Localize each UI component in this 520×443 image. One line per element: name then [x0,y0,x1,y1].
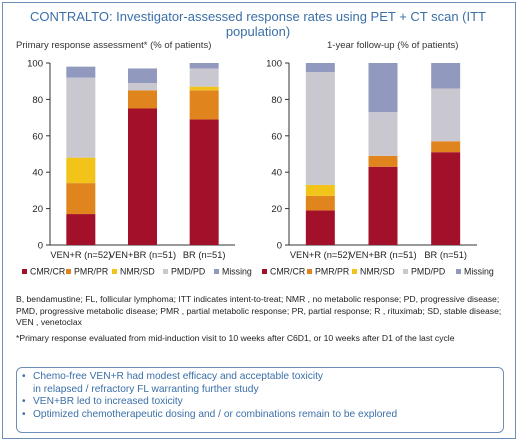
legend-label: CMR/CR [270,267,305,277]
y-tick-label: 60 [32,131,43,142]
y-tick-label: 80 [32,95,43,106]
bar-segment-pmr-pr [305,195,335,211]
bar-segment-cmr-cr [305,210,335,245]
legend-swatch [262,269,267,274]
conclusion-item: VEN+BR led to increased toxicity [22,396,503,409]
x-tick-label: VEN+R (n=52) [50,250,111,260]
x-tick-label: VEN+R (n=52) [290,250,351,260]
bar-segment-missing [431,63,461,89]
bar-segment-missing [66,66,96,78]
legend-label: NMR/SD [360,267,395,277]
legend-swatch [403,269,408,274]
x-tick-label: VEN+BR (n=51) [109,250,176,260]
legend-label: PMD/PD [171,267,205,277]
legend-swatch [456,269,461,274]
legend-label: PMD/PD [411,267,445,277]
legend-label: Missing [222,267,252,277]
bar-segment-missing [368,63,398,113]
bar-segment-nmr-sd [66,157,96,184]
x-tick-label: BR (n=51) [424,250,467,260]
bar-segment-pmd-pd [368,112,398,156]
panel-title: Primary response assessment* (% of patie… [16,40,211,51]
y-tick-label: 100 [266,59,282,70]
x-tick-label: VEN+BR (n=51) [349,250,416,260]
y-tick-label: 0 [38,241,43,252]
legend-swatch [214,269,219,274]
conclusions-list: Chemo-free VEN+R had modest efficacy and… [17,368,503,421]
y-tick-label: 20 [32,204,43,215]
y-tick-label: 60 [271,131,282,142]
legend-swatch [112,269,117,274]
bar-segment-missing [189,63,219,69]
legend-label: PMR/PR [74,267,108,277]
legend-label: PMR/PR [315,267,349,277]
legend-label: NMR/SD [120,267,155,277]
conclusions-box: Chemo-free VEN+R had modest efficacy and… [16,367,504,433]
bar-segment-pmd-pd [305,72,335,185]
bar-segment-nmr-sd [189,86,219,91]
y-tick-label: 40 [32,168,43,179]
legend-swatch [22,269,27,274]
bar-segment-pmd-pd [66,77,96,158]
y-tick-label: 100 [27,59,43,70]
primary-response-note: *Primary response evaluated from mid-ind… [16,332,455,343]
legend-swatch [66,269,71,274]
legend-label: CMR/CR [30,267,65,277]
legend-label: Missing [464,267,494,277]
bar-segment-pmd-pd [431,88,461,142]
bar-segment-cmr-cr [368,166,398,245]
charts-area: Primary response assessment* (% of patie… [16,40,494,277]
legend-swatch [307,269,312,274]
y-tick-label: 40 [271,168,282,179]
bar-segment-pmr-pr [189,90,219,120]
legend-swatch [163,269,168,274]
figure-title: CONTRALTO: Investigator-assessed respons… [29,9,486,39]
bar-segment-pmr-pr [128,90,157,109]
bar-segment-missing [305,63,335,73]
bar-segment-pmr-pr [368,155,398,167]
bar-segment-cmr-cr [66,214,96,245]
y-tick-label: 0 [277,241,282,252]
bar-segment-pmr-pr [66,183,96,215]
bar-segment-missing [128,68,157,84]
abbreviations-note: B, bendamustine; FL, follicular lymphoma… [16,294,502,328]
panel-title: 1-year follow-up (% of patients) [327,40,458,51]
bar-segment-pmd-pd [128,83,157,91]
bar-segment-cmr-cr [128,108,157,245]
y-tick-label: 80 [271,95,282,106]
bar-segment-pmr-pr [431,141,461,153]
y-tick-label: 20 [271,204,282,215]
bar-segment-cmr-cr [431,152,461,245]
conclusion-item: Chemo-free VEN+R had modest efficacy and… [22,371,333,396]
conclusion-item: Optimized chemotherapeutic dosing and / … [22,409,503,422]
footnotes: B, bendamustine; FL, follicular lymphoma… [16,294,506,344]
bar-segment-nmr-sd [305,184,335,196]
x-tick-label: BR (n=51) [183,250,226,260]
bar-segment-cmr-cr [189,119,219,245]
legend-swatch [352,269,357,274]
bar-segment-pmd-pd [189,68,219,87]
